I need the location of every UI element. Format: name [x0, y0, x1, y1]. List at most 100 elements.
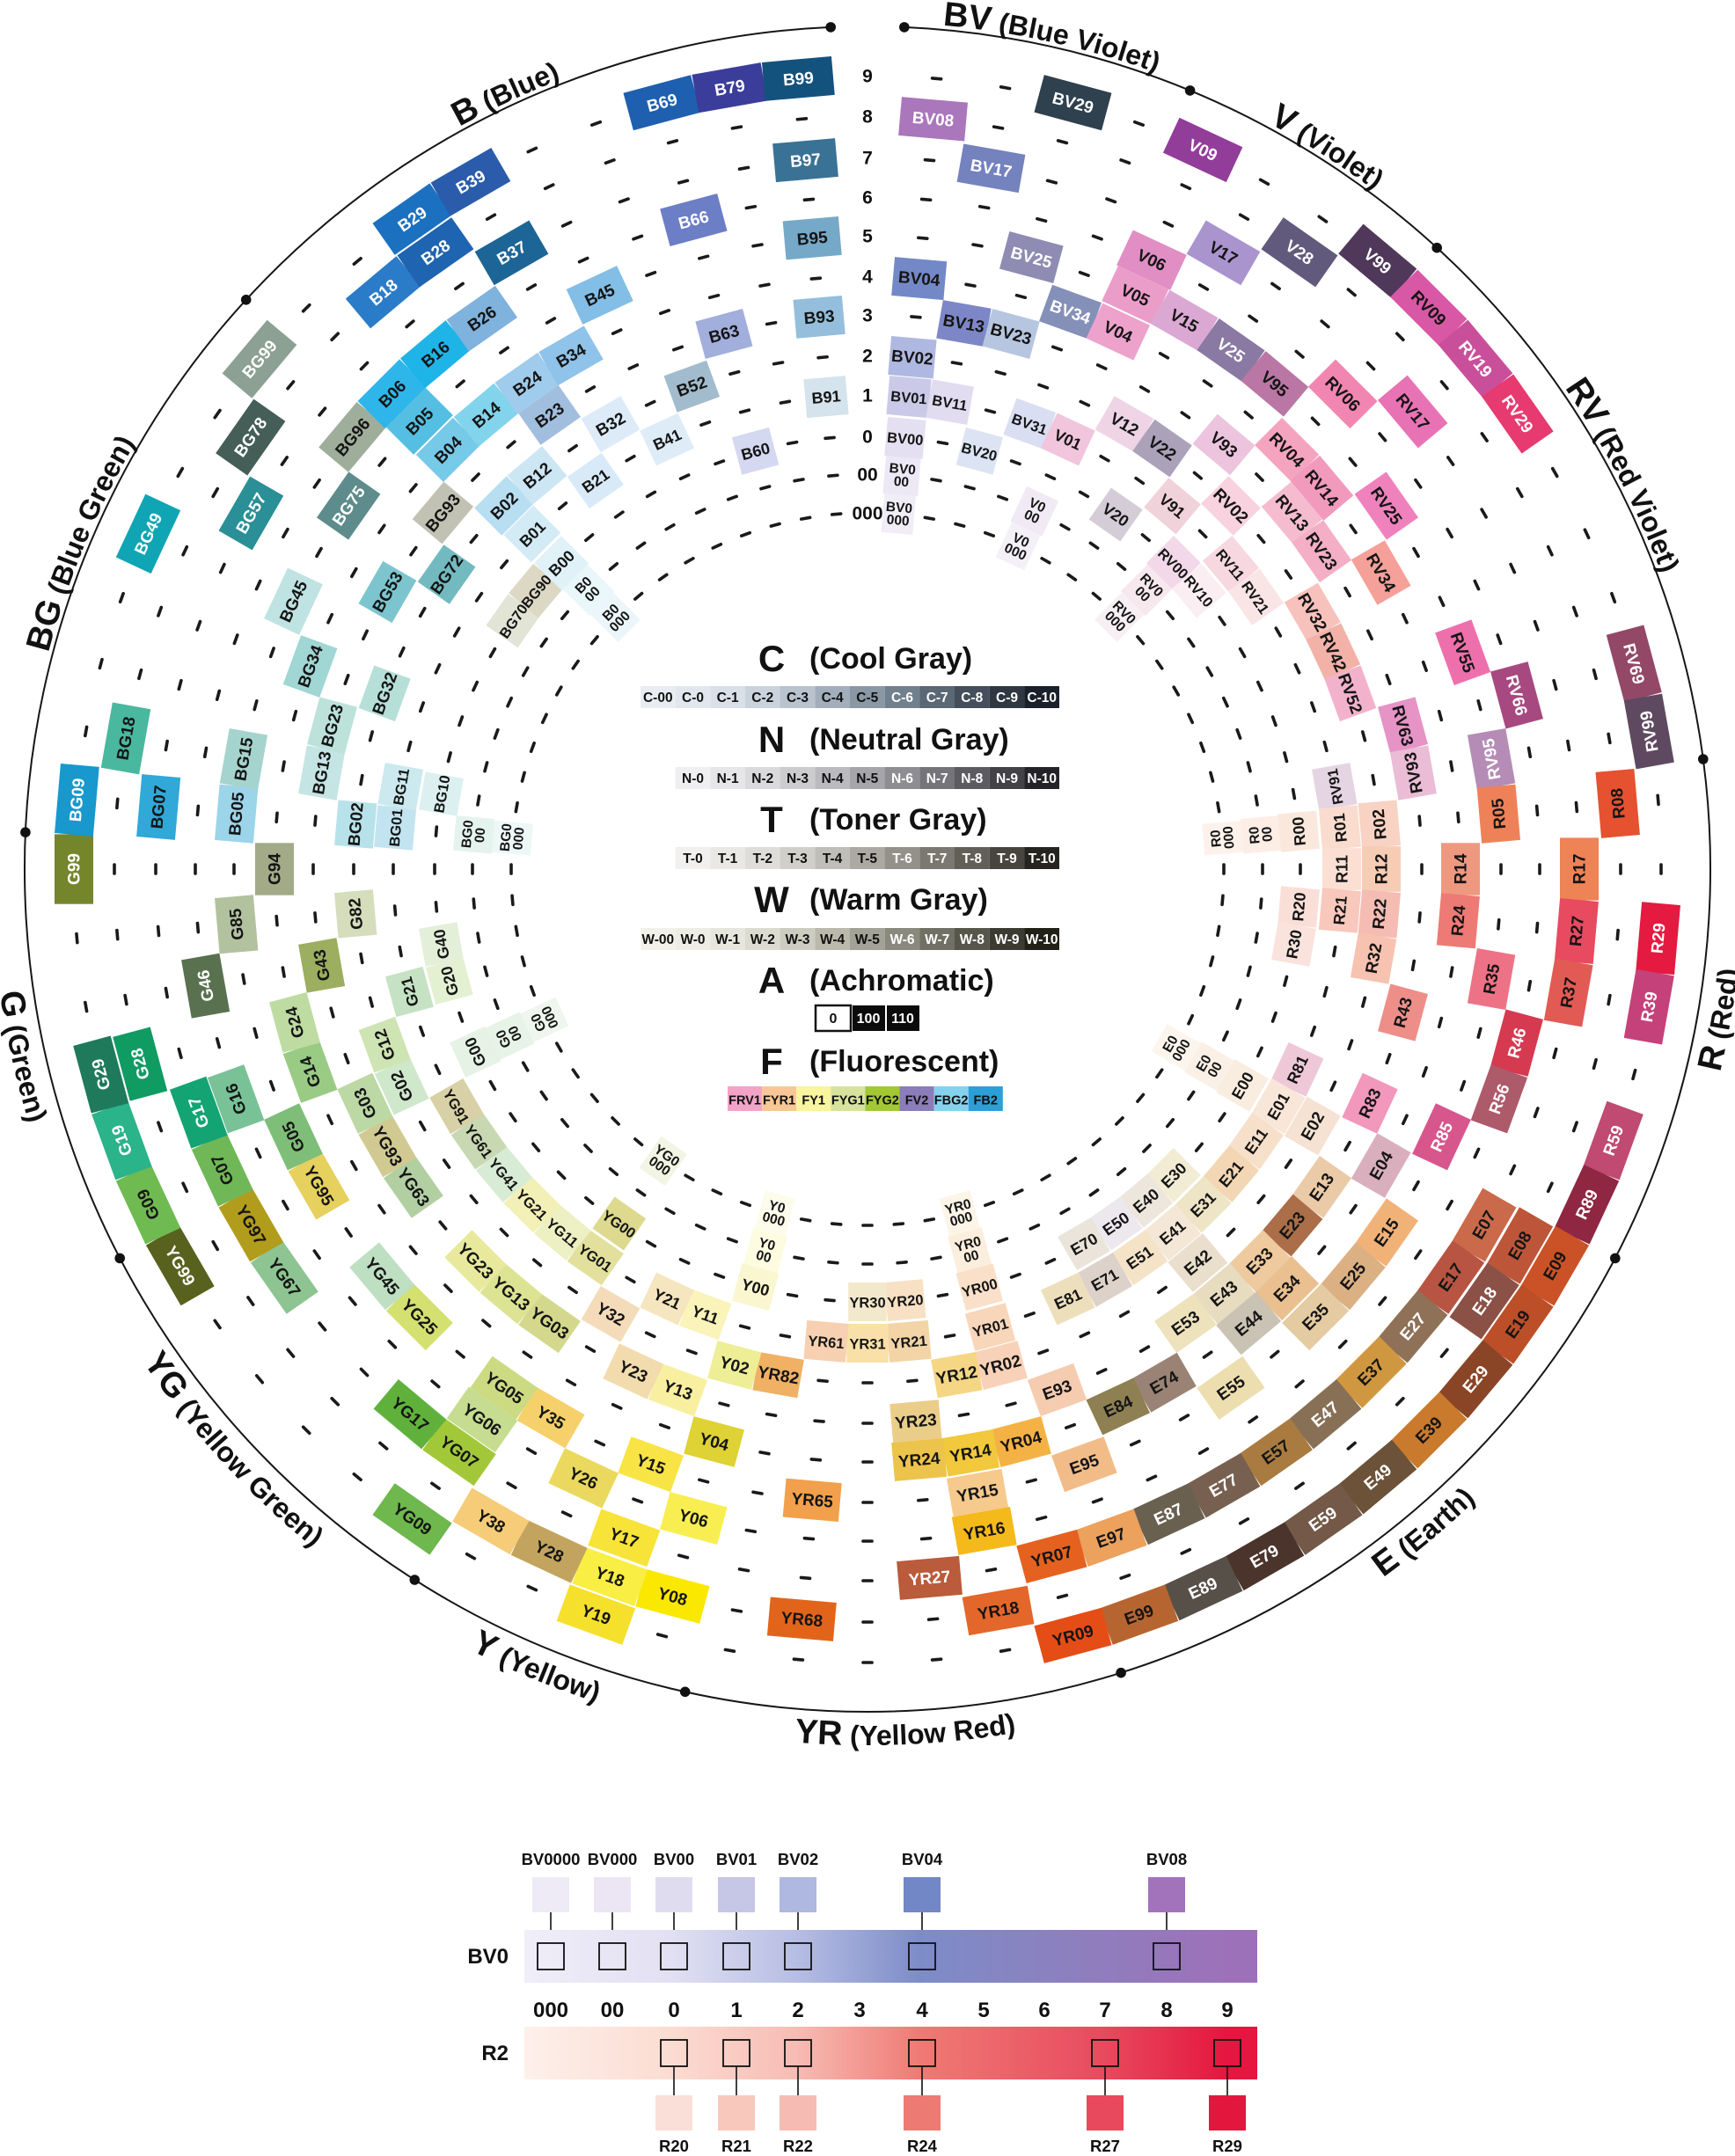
svg-text:G85: G85: [227, 907, 248, 940]
svg-text:0: 0: [862, 428, 873, 448]
svg-text:W-4: W-4: [820, 932, 845, 947]
svg-text:0: 0: [830, 1012, 838, 1027]
svg-text:5: 5: [862, 227, 873, 247]
svg-text:R27: R27: [1090, 2137, 1120, 2155]
svg-text:5: 5: [977, 1999, 989, 2022]
svg-text:W-0: W-0: [680, 932, 705, 947]
svg-text:R21: R21: [1330, 895, 1351, 926]
svg-text:W-1: W-1: [715, 932, 740, 947]
svg-text:R22: R22: [783, 2137, 813, 2155]
svg-text:2: 2: [862, 347, 873, 367]
svg-text:8: 8: [1160, 1999, 1172, 2022]
svg-text:R24: R24: [1448, 904, 1469, 937]
svg-text:FYG1: FYG1: [831, 1094, 865, 1108]
svg-text:BG01: BG01: [387, 808, 406, 848]
svg-text:9: 9: [1221, 1999, 1233, 2022]
svg-text:R22: R22: [1370, 898, 1391, 931]
svg-text:W-7: W-7: [925, 932, 949, 947]
svg-text:N-2: N-2: [751, 771, 773, 786]
svg-text:FYG2: FYG2: [866, 1094, 899, 1108]
svg-text:BG0000: BG0000: [498, 822, 528, 852]
svg-text:C-9: C-9: [996, 691, 1018, 705]
svg-text:R20: R20: [659, 2137, 689, 2155]
svg-text:8: 8: [862, 107, 873, 128]
svg-text:R0000: R0000: [1208, 825, 1238, 851]
svg-text:000: 000: [852, 504, 882, 524]
svg-text:FRV1: FRV1: [728, 1094, 761, 1108]
svg-text:YR23: YR23: [894, 1411, 937, 1433]
svg-text:R27: R27: [1567, 915, 1588, 947]
svg-text:BV04: BV04: [897, 268, 941, 290]
svg-text:R17: R17: [1571, 854, 1590, 885]
svg-text:C-10: C-10: [1027, 691, 1057, 705]
svg-text:G94: G94: [267, 853, 285, 885]
svg-text:FY1: FY1: [802, 1094, 825, 1108]
svg-text:T-2: T-2: [753, 851, 772, 866]
svg-text:3: 3: [853, 1999, 865, 2022]
svg-text:A: A: [758, 960, 785, 1001]
svg-text:BG02: BG02: [346, 802, 368, 847]
svg-text:7: 7: [1099, 1999, 1110, 2022]
svg-text:R00: R00: [1289, 816, 1309, 847]
svg-text:R14: R14: [1453, 853, 1471, 884]
svg-text:W-00: W-00: [641, 932, 674, 947]
svg-text:W-10: W-10: [1026, 932, 1058, 947]
svg-text:T-0: T-0: [683, 851, 702, 866]
svg-text:BV000: BV000: [588, 1850, 638, 1868]
svg-text:N-4: N-4: [822, 771, 844, 786]
svg-text:R000: R000: [1247, 825, 1276, 844]
svg-text:1: 1: [862, 386, 873, 406]
svg-text:6: 6: [862, 188, 873, 208]
svg-text:W-6: W-6: [889, 932, 914, 947]
svg-text:C-2: C-2: [751, 691, 773, 705]
svg-text:BV02: BV02: [778, 1850, 818, 1868]
svg-text:T-3: T-3: [787, 851, 808, 866]
svg-text:N-10: N-10: [1027, 771, 1057, 786]
svg-text:G99: G99: [66, 853, 84, 885]
svg-text:B99: B99: [782, 69, 815, 90]
svg-text:R29: R29: [1212, 2137, 1242, 2155]
svg-text:FV2: FV2: [905, 1094, 929, 1108]
svg-text:C-7: C-7: [926, 691, 948, 705]
svg-text:BV08: BV08: [1146, 1850, 1187, 1868]
svg-text:R24: R24: [907, 2137, 938, 2155]
svg-text:T-5: T-5: [858, 851, 878, 866]
svg-text:BG07: BG07: [148, 785, 170, 830]
svg-text:R2: R2: [481, 2042, 509, 2065]
svg-text:BV08: BV08: [911, 109, 955, 131]
svg-text:R12: R12: [1373, 854, 1392, 885]
svg-text:BV0000: BV0000: [522, 1850, 581, 1868]
svg-text:YR27: YR27: [908, 1568, 951, 1590]
svg-text:9: 9: [862, 67, 873, 87]
svg-text:YR24: YR24: [897, 1450, 941, 1472]
svg-text:4: 4: [916, 1999, 928, 2022]
svg-text:0: 0: [668, 1999, 679, 2022]
svg-text:2: 2: [792, 1999, 803, 2022]
svg-text:(Achromatic): (Achromatic): [809, 964, 994, 998]
svg-text:W-8: W-8: [960, 932, 985, 947]
svg-text:R21: R21: [721, 2137, 751, 2155]
svg-text:1: 1: [730, 1999, 742, 2022]
svg-text:W-3: W-3: [785, 932, 809, 947]
svg-text:W-5: W-5: [855, 932, 880, 947]
svg-text:N-3: N-3: [787, 771, 809, 786]
svg-text:BV01: BV01: [890, 389, 928, 408]
svg-text:W-9: W-9: [994, 932, 1019, 947]
svg-text:C-00: C-00: [643, 691, 673, 705]
svg-text:V000: V000: [1021, 495, 1048, 528]
svg-text:R11: R11: [1334, 855, 1351, 883]
svg-text:YR30: YR30: [849, 1296, 885, 1312]
svg-text:R01: R01: [1330, 813, 1351, 844]
svg-text:100: 100: [857, 1012, 881, 1027]
svg-text:FYR1: FYR1: [763, 1094, 795, 1108]
svg-text:BV02: BV02: [890, 347, 933, 369]
svg-text:T-9: T-9: [997, 851, 1017, 866]
svg-text:N-7: N-7: [926, 771, 948, 786]
svg-text:B93: B93: [803, 307, 836, 328]
svg-text:R08: R08: [1608, 787, 1629, 820]
svg-text:B95: B95: [796, 229, 829, 250]
svg-text:C-0: C-0: [682, 691, 704, 705]
svg-text:BG09: BG09: [67, 778, 89, 822]
svg-text:R02: R02: [1370, 808, 1391, 841]
svg-text:YR31: YR31: [849, 1337, 885, 1353]
